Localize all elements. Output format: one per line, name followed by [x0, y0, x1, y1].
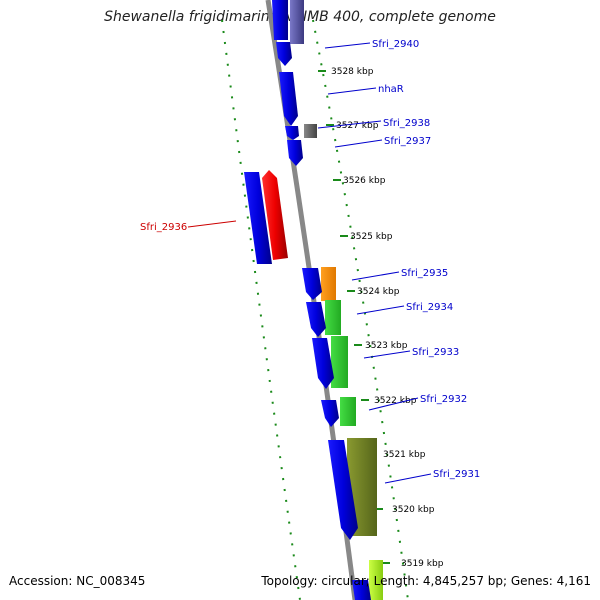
- cds-arrow-blue[interactable]: [328, 440, 358, 540]
- kbp-label: 3520 kbp: [392, 505, 435, 515]
- gene-label-sfri-2936[interactable]: Sfri_2936: [140, 222, 187, 233]
- scale-ring-outer: [312, 19, 409, 600]
- cds-arrow-blue[interactable]: [306, 302, 326, 337]
- cds-arrow-blue[interactable]: [279, 72, 298, 126]
- cds-arrow-blue[interactable]: [287, 140, 303, 166]
- feature-sfri-2933[interactable]: [331, 336, 348, 388]
- feature-sfri-2938[interactable]: [304, 124, 317, 138]
- gene-label-sfri-2937[interactable]: Sfri_2937: [384, 136, 431, 147]
- kbp-label: 3525 kbp: [350, 232, 393, 242]
- cds-arrow-blue-2936[interactable]: [244, 172, 272, 264]
- gene-label-sfri-2934[interactable]: Sfri_2934: [406, 302, 453, 313]
- feature-top-purple[interactable]: [290, 0, 304, 44]
- kbp-label: 3524 kbp: [357, 287, 400, 297]
- gene-label-sfri-2935[interactable]: Sfri_2935: [401, 268, 448, 279]
- cds-arrow-blue[interactable]: [276, 42, 292, 66]
- gene-label-nhar[interactable]: nhaR: [378, 84, 404, 95]
- genome-summary: Topology: circular; Length: 4,845,257 bp…: [261, 574, 591, 588]
- kbp-label: 3521 kbp: [383, 450, 426, 460]
- kbp-label: 3527 kbp: [336, 121, 379, 131]
- feature-sfri-2934[interactable]: [325, 300, 341, 335]
- gene-label-sfri-2938[interactable]: Sfri_2938: [383, 118, 430, 129]
- kbp-label: 3519 kbp: [401, 559, 444, 569]
- kbp-label: 3528 kbp: [331, 67, 374, 77]
- feature-sfri-2935[interactable]: [321, 267, 336, 301]
- cds-arrow-blue[interactable]: [302, 268, 322, 300]
- cds-arrow-blue[interactable]: [352, 580, 371, 600]
- accession-label: Accession: NC_008345: [9, 574, 146, 588]
- kbp-label: 3526 kbp: [343, 176, 386, 186]
- gene-label-sfri-2931[interactable]: Sfri_2931: [433, 469, 480, 480]
- cds-arrow-red-2936[interactable]: [262, 170, 288, 260]
- feature-sfri-2932[interactable]: [340, 397, 356, 426]
- cds-arrow-blue[interactable]: [272, 0, 288, 40]
- cds-blue-group: [244, 0, 371, 600]
- kbp-label: 3522 kbp: [374, 396, 417, 406]
- gene-label-sfri-2940[interactable]: Sfri_2940: [372, 39, 419, 50]
- cds-arrow-blue[interactable]: [312, 338, 334, 389]
- gene-label-sfri-2932[interactable]: Sfri_2932: [420, 394, 467, 405]
- cds-arrow-blue[interactable]: [285, 126, 299, 140]
- cds-arrow-blue[interactable]: [321, 400, 339, 427]
- gene-label-sfri-2933[interactable]: Sfri_2933: [412, 347, 459, 358]
- feature-bottom-lime[interactable]: [369, 560, 383, 600]
- kbp-label: 3523 kbp: [365, 341, 408, 351]
